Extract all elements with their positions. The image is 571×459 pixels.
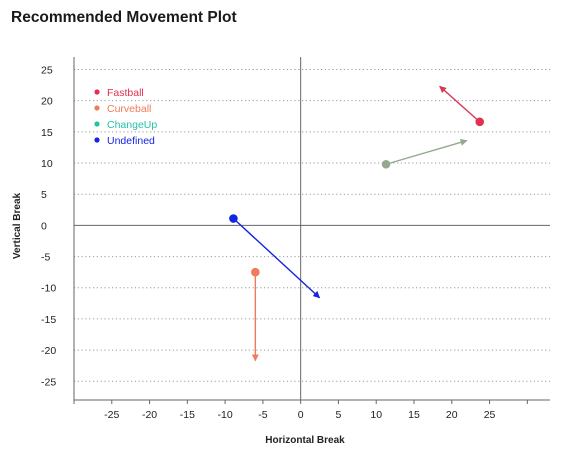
y-tick-labels: 25 20 15 10 5 0 -5 -10 -15 -20 -25 [41,64,56,388]
x-tick-label: 25 [484,409,496,421]
x-tick-label: -25 [104,409,119,421]
y-tick-label: 5 [41,189,47,201]
pitch-point [251,267,260,277]
legend-marker [94,137,100,143]
legend-item: ChangeUp [94,119,157,131]
y-tick-label: -15 [41,314,56,326]
pitch-point [381,159,391,169]
x-tick-labels: -25 -20 -15 -10 -5 0 5 10 15 20 25 [104,409,495,421]
x-tick-label: 15 [408,409,420,421]
x-tick-label: 0 [298,409,304,421]
movement-arrow [232,218,321,299]
y-tick-label: 0 [41,220,47,232]
x-tick-label: -15 [180,409,195,421]
x-tick-label: -5 [258,409,267,421]
x-axis-title: Horizontal Break [265,435,345,446]
legend-label: Undefined [107,135,155,147]
y-tick-label: 15 [41,127,53,139]
x-tick-label: -10 [218,409,233,421]
x-tick-label: 5 [336,409,342,421]
axes [73,57,550,404]
y-tick-label: 25 [41,64,53,76]
y-axis-title: Vertical Break [12,192,23,259]
y-tick-label: -10 [41,283,56,295]
pitch-markers [229,85,485,362]
legend-label: ChangeUp [107,119,157,131]
legend-marker [94,105,100,111]
y-tick-label: -20 [41,345,56,357]
legend-marker [94,89,100,95]
legend-item: Fastball [94,87,144,99]
y-tick-label: -5 [41,252,50,264]
legend-item: Curveball [94,103,151,115]
legend-marker [94,121,100,127]
pitch-point [475,117,485,127]
chart-title: Recommended Movement Plot [11,9,237,26]
legend-label: Curveball [107,103,151,115]
y-tick-label: -25 [41,376,56,388]
x-tick-label: 10 [370,409,382,421]
pitch-point [229,214,238,223]
x-tick-label: 20 [446,409,458,421]
y-tick-label: 10 [41,158,53,170]
x-tick-label: -20 [142,409,157,421]
legend: Fastball Curveball ChangeUp Undefined [94,87,157,147]
legend-label: Fastball [107,87,144,99]
movement-arrow [439,85,481,123]
movement-arrow [385,138,468,165]
y-tick-label: 20 [41,96,53,108]
legend-item: Undefined [94,135,155,147]
